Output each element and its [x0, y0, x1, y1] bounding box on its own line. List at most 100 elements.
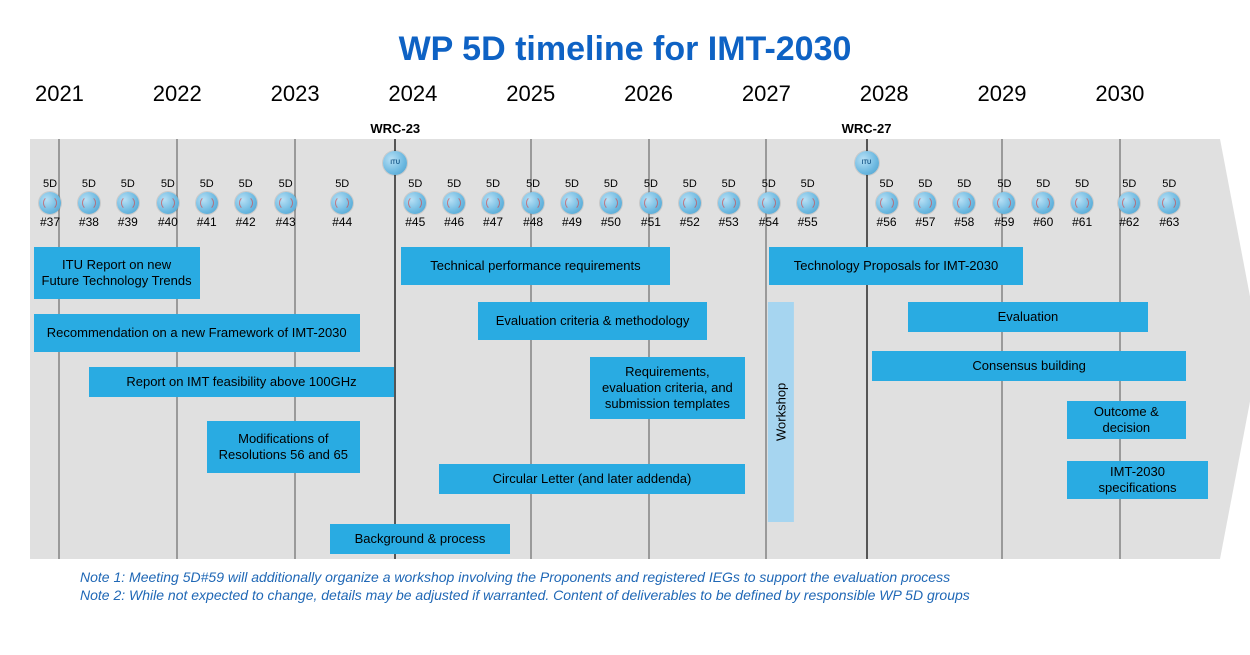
- itu-globe-icon: [797, 192, 819, 214]
- meeting-prefix: 5D: [477, 179, 509, 190]
- meeting-prefix: 5D: [674, 179, 706, 190]
- meeting-number: #43: [270, 216, 302, 228]
- workshop-bar: Workshop: [768, 302, 794, 522]
- notes-block: Note 1: Meeting 5D#59 will additionally …: [30, 569, 1220, 603]
- meeting-number: #54: [753, 216, 785, 228]
- itu-globe-icon: [914, 192, 936, 214]
- itu-globe-icon: [482, 192, 504, 214]
- meeting-prefix: 5D: [988, 179, 1020, 190]
- meeting-number: #46: [438, 216, 470, 228]
- task-bar: Evaluation criteria & methodology: [478, 302, 708, 340]
- page-title: WP 5D timeline for IMT-2030: [30, 30, 1220, 69]
- itu-globe-icon: [39, 192, 61, 214]
- task-bar: Technical performance requirements: [401, 247, 670, 285]
- meeting-prefix: 5D: [713, 179, 745, 190]
- wrc-label: WRC-27: [842, 121, 892, 136]
- meeting-marker: 5D #46: [438, 179, 470, 228]
- meeting-number: #48: [517, 216, 549, 228]
- meeting-prefix: 5D: [556, 179, 588, 190]
- meeting-prefix: 5D: [909, 179, 941, 190]
- itu-globe-icon: [275, 192, 297, 214]
- meeting-number: #40: [152, 216, 184, 228]
- year-label: 2024: [388, 81, 437, 107]
- itu-globe-icon: [522, 192, 544, 214]
- meeting-number: #39: [112, 216, 144, 228]
- task-bar: Report on IMT feasibility above 100GHz: [89, 367, 394, 397]
- meeting-number: #56: [871, 216, 903, 228]
- itu-globe-icon: [1118, 192, 1140, 214]
- meeting-marker: 5D#43: [270, 179, 302, 228]
- itu-globe-icon: [679, 192, 701, 214]
- meeting-prefix: 5D: [871, 179, 903, 190]
- meeting-marker: 5D #63: [1153, 179, 1185, 228]
- meeting-marker: 5D#45: [399, 179, 431, 228]
- meeting-number: #62: [1113, 216, 1145, 228]
- meeting-marker: 5D#51: [635, 179, 667, 228]
- task-bar: IMT-2030 specifications: [1067, 461, 1208, 499]
- itu-globe-icon: [1032, 192, 1054, 214]
- meeting-number: #58: [948, 216, 980, 228]
- meeting-marker: 5D#61: [1066, 179, 1098, 228]
- itu-globe-icon: [993, 192, 1015, 214]
- meeting-marker: 5D#44: [326, 179, 358, 228]
- itu-globe-icon: [78, 192, 100, 214]
- year-label: 2026: [624, 81, 673, 107]
- itu-globe-icon: ITU: [855, 151, 879, 175]
- meeting-prefix: 5D: [73, 179, 105, 190]
- year-label: 2023: [271, 81, 320, 107]
- year-gridline: [394, 139, 396, 559]
- meeting-marker: 5D #56: [871, 179, 903, 228]
- meeting-number: #41: [191, 216, 223, 228]
- meeting-number: #45: [399, 216, 431, 228]
- meeting-marker: 5D #47: [477, 179, 509, 228]
- task-bar: Consensus building: [872, 351, 1185, 381]
- year-label: 2021: [35, 81, 84, 107]
- itu-globe-icon: [331, 192, 353, 214]
- meeting-marker: 5D #38: [73, 179, 105, 228]
- meeting-marker: 5D #58: [948, 179, 980, 228]
- meeting-marker: 5D #57: [909, 179, 941, 228]
- meeting-prefix: 5D: [1113, 179, 1145, 190]
- timeline-container: 2021202220232024202520262027202820292030…: [30, 81, 1220, 559]
- meeting-number: #50: [595, 216, 627, 228]
- meeting-prefix: 5D: [635, 179, 667, 190]
- wrc-labels-row: WRC-23WRC-27: [30, 121, 1220, 139]
- meeting-marker: 5D#55: [792, 179, 824, 228]
- meeting-prefix: 5D: [1153, 179, 1185, 190]
- itu-globe-icon: [1158, 192, 1180, 214]
- meeting-prefix: 5D: [948, 179, 980, 190]
- meeting-number: #47: [477, 216, 509, 228]
- meeting-prefix: 5D: [1027, 179, 1059, 190]
- meeting-marker: 5D #39: [112, 179, 144, 228]
- itu-globe-icon: [876, 192, 898, 214]
- meeting-prefix: 5D: [792, 179, 824, 190]
- itu-globe-icon: [640, 192, 662, 214]
- itu-globe-icon: [953, 192, 975, 214]
- meeting-number: #52: [674, 216, 706, 228]
- meeting-marker: 5D #49: [556, 179, 588, 228]
- year-gridline: [866, 139, 868, 559]
- itu-globe-icon: [561, 192, 583, 214]
- task-bar: Outcome & decision: [1067, 401, 1186, 439]
- meeting-marker: 5D #54: [753, 179, 785, 228]
- years-axis: 2021202220232024202520262027202820292030: [30, 81, 1220, 121]
- year-label: 2028: [860, 81, 909, 107]
- meeting-prefix: 5D: [112, 179, 144, 190]
- meeting-prefix: 5D: [595, 179, 627, 190]
- meeting-prefix: 5D: [438, 179, 470, 190]
- meeting-marker: 5D#42: [230, 179, 262, 228]
- task-bar: Background & process: [330, 524, 509, 554]
- meeting-number: #49: [556, 216, 588, 228]
- meeting-number: #63: [1153, 216, 1185, 228]
- itu-globe-icon: [196, 192, 218, 214]
- task-bar: Circular Letter (and later addenda): [439, 464, 745, 494]
- meeting-prefix: 5D: [191, 179, 223, 190]
- itu-globe-icon: [718, 192, 740, 214]
- meeting-prefix: 5D: [34, 179, 66, 190]
- meeting-number: #57: [909, 216, 941, 228]
- meeting-number: #38: [73, 216, 105, 228]
- meeting-prefix: 5D: [326, 179, 358, 190]
- meeting-marker: 5D#37: [34, 179, 66, 228]
- meeting-number: #53: [713, 216, 745, 228]
- meeting-prefix: 5D: [753, 179, 785, 190]
